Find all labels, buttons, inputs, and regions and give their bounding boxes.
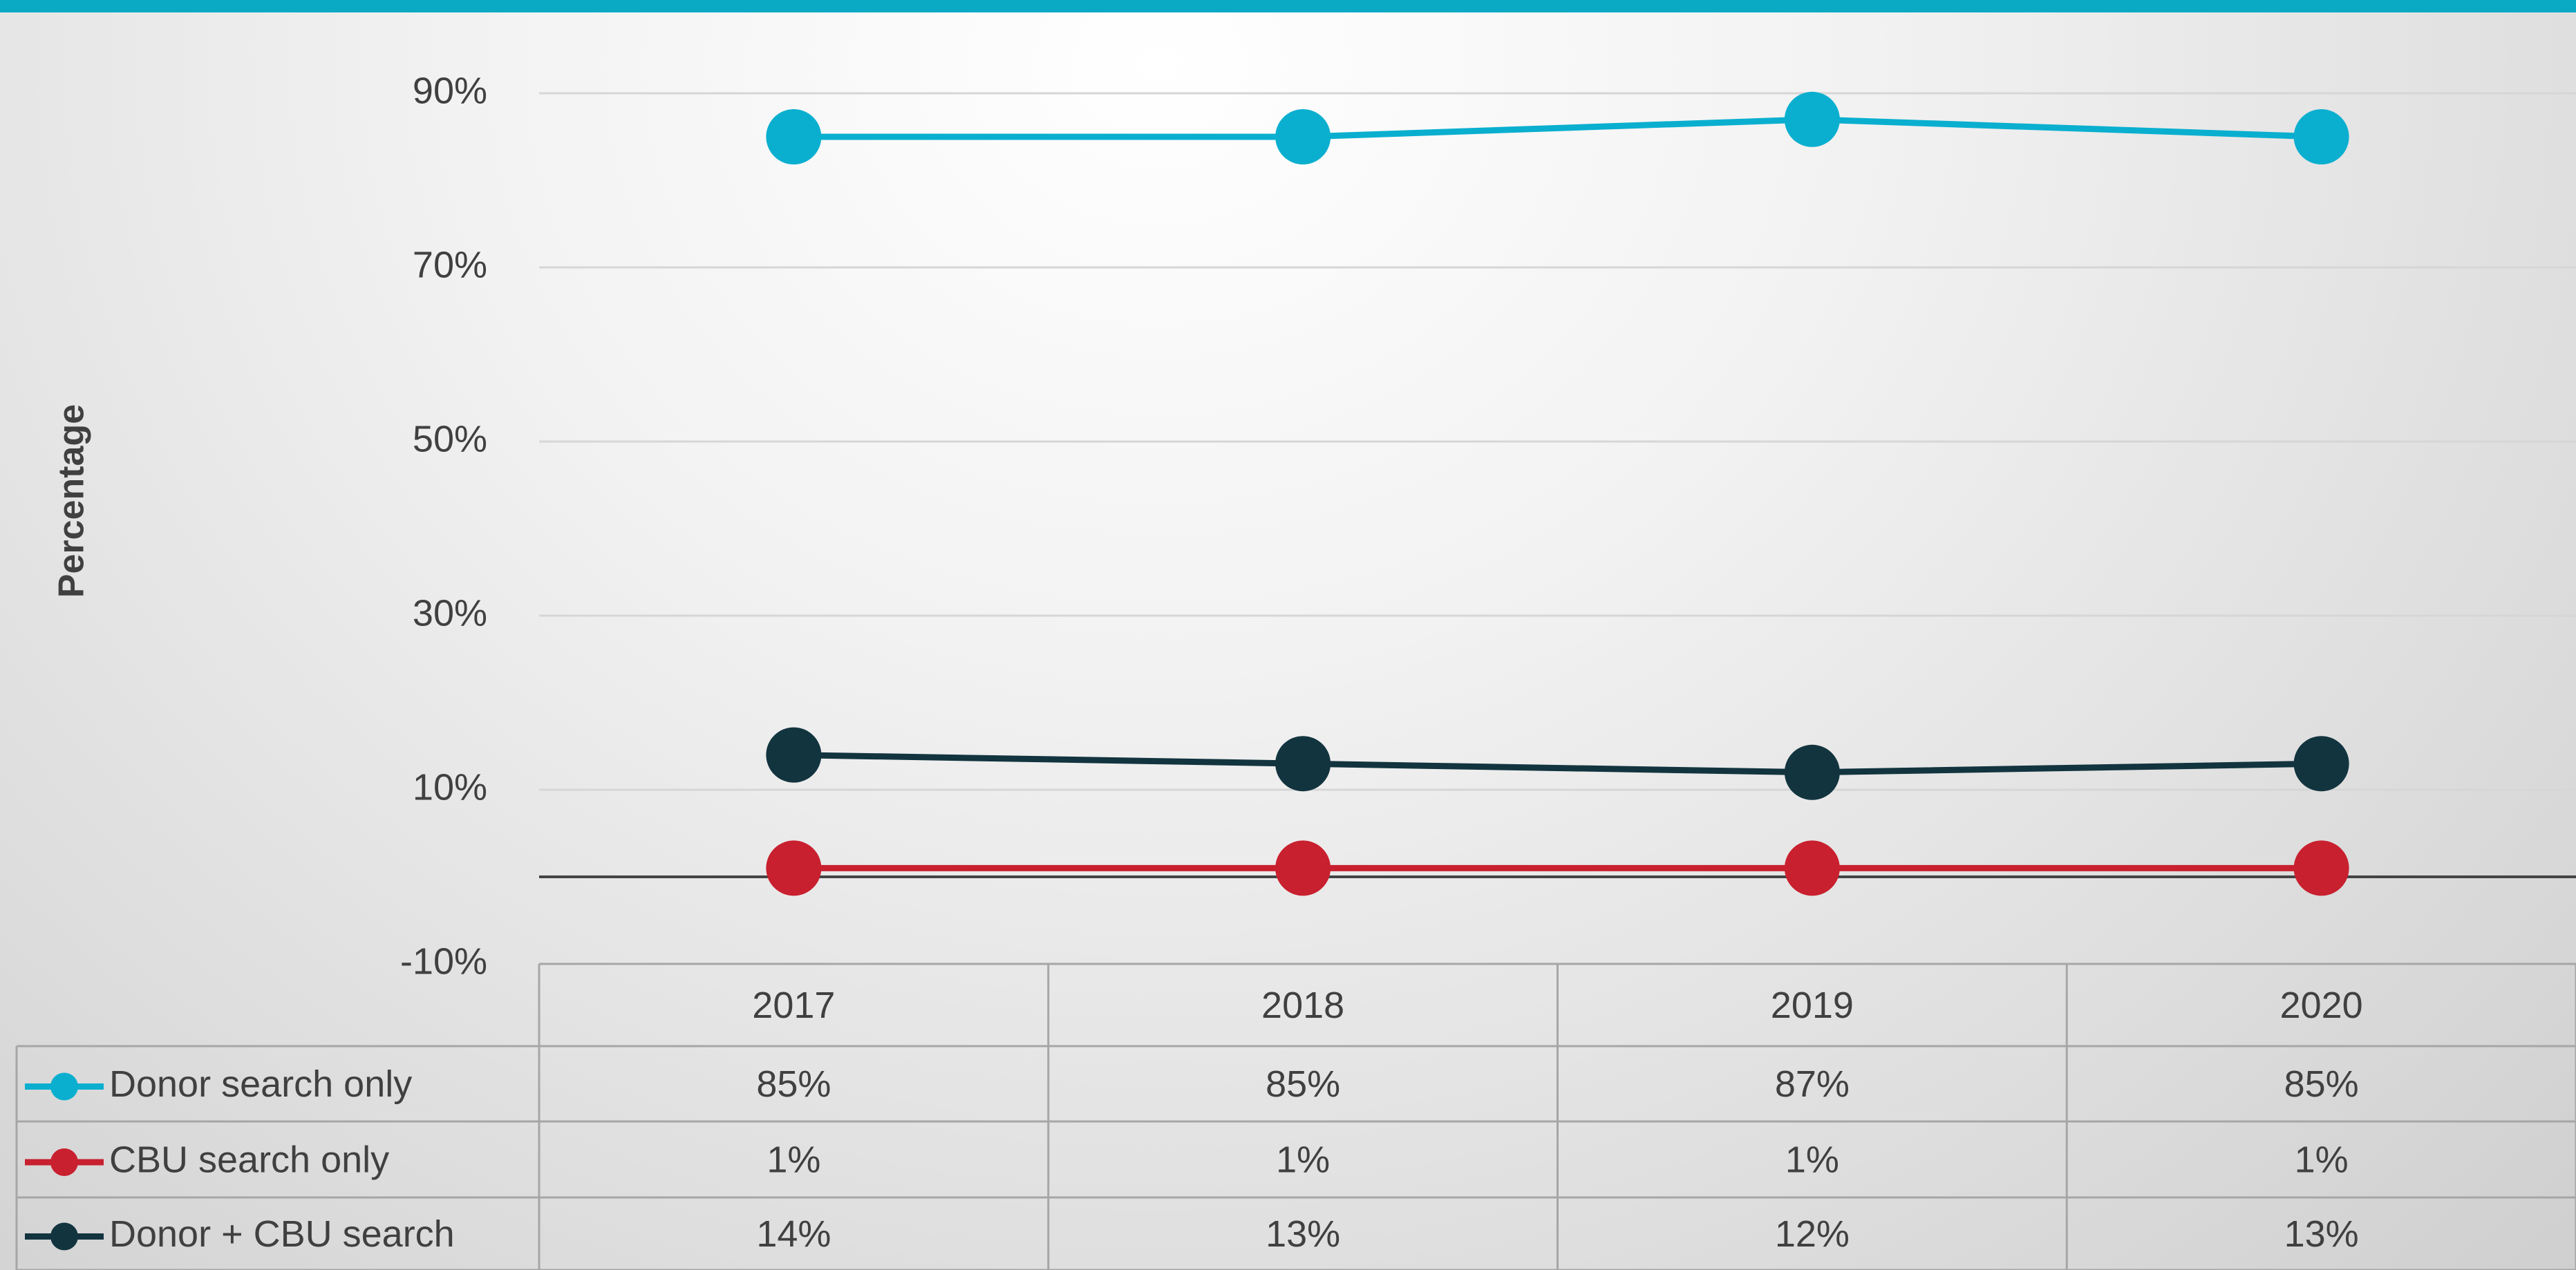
marker xyxy=(2293,109,2349,164)
table-value: 87% xyxy=(1775,1063,1850,1105)
table-value: 13% xyxy=(2284,1213,2359,1255)
x-tick-label: 2017 xyxy=(752,985,835,1026)
y-tick-label: 10% xyxy=(413,766,487,808)
legend-key-marker xyxy=(50,1072,78,1101)
x-tick-label: 2020 xyxy=(2280,985,2363,1026)
marker xyxy=(766,109,822,164)
table-value: 85% xyxy=(2284,1063,2359,1105)
marker xyxy=(1275,840,1331,896)
marker xyxy=(2293,736,2349,792)
y-axis-title: Percentage xyxy=(52,404,92,598)
y-tick-label: 30% xyxy=(413,592,487,634)
marker xyxy=(1784,744,1840,800)
marker xyxy=(766,727,822,783)
table-value: 1% xyxy=(1276,1139,1330,1180)
table-value: 85% xyxy=(1266,1063,1340,1105)
table-value: 1% xyxy=(2295,1139,2349,1180)
top-bar xyxy=(0,0,2576,12)
table-value: 85% xyxy=(756,1063,831,1105)
y-tick-label: 70% xyxy=(413,244,487,285)
y-tick-label: 90% xyxy=(413,70,487,111)
legend-key-marker xyxy=(50,1222,78,1251)
marker xyxy=(1275,736,1331,792)
marker xyxy=(2293,840,2349,896)
marker xyxy=(766,840,822,896)
series-line xyxy=(793,116,2322,140)
legend-label: CBU search only xyxy=(109,1139,389,1180)
series-line xyxy=(793,752,2322,776)
marker xyxy=(1784,91,1840,147)
x-tick-label: 2018 xyxy=(1261,985,1344,1026)
marker xyxy=(1784,840,1840,896)
y-tick-label: -10% xyxy=(400,940,487,982)
legend-label: Donor + CBU search xyxy=(109,1213,455,1255)
y-tick-label: 50% xyxy=(413,418,487,459)
legend-key-marker xyxy=(50,1148,78,1176)
table-value: 1% xyxy=(767,1139,820,1180)
table-value: 14% xyxy=(756,1213,831,1255)
table-value: 12% xyxy=(1775,1213,1850,1255)
table-value: 1% xyxy=(1785,1139,1839,1180)
table-value: 13% xyxy=(1266,1213,1340,1255)
marker xyxy=(1275,109,1331,164)
x-tick-label: 2019 xyxy=(1771,985,1854,1026)
legend-label: Donor search only xyxy=(109,1063,412,1105)
